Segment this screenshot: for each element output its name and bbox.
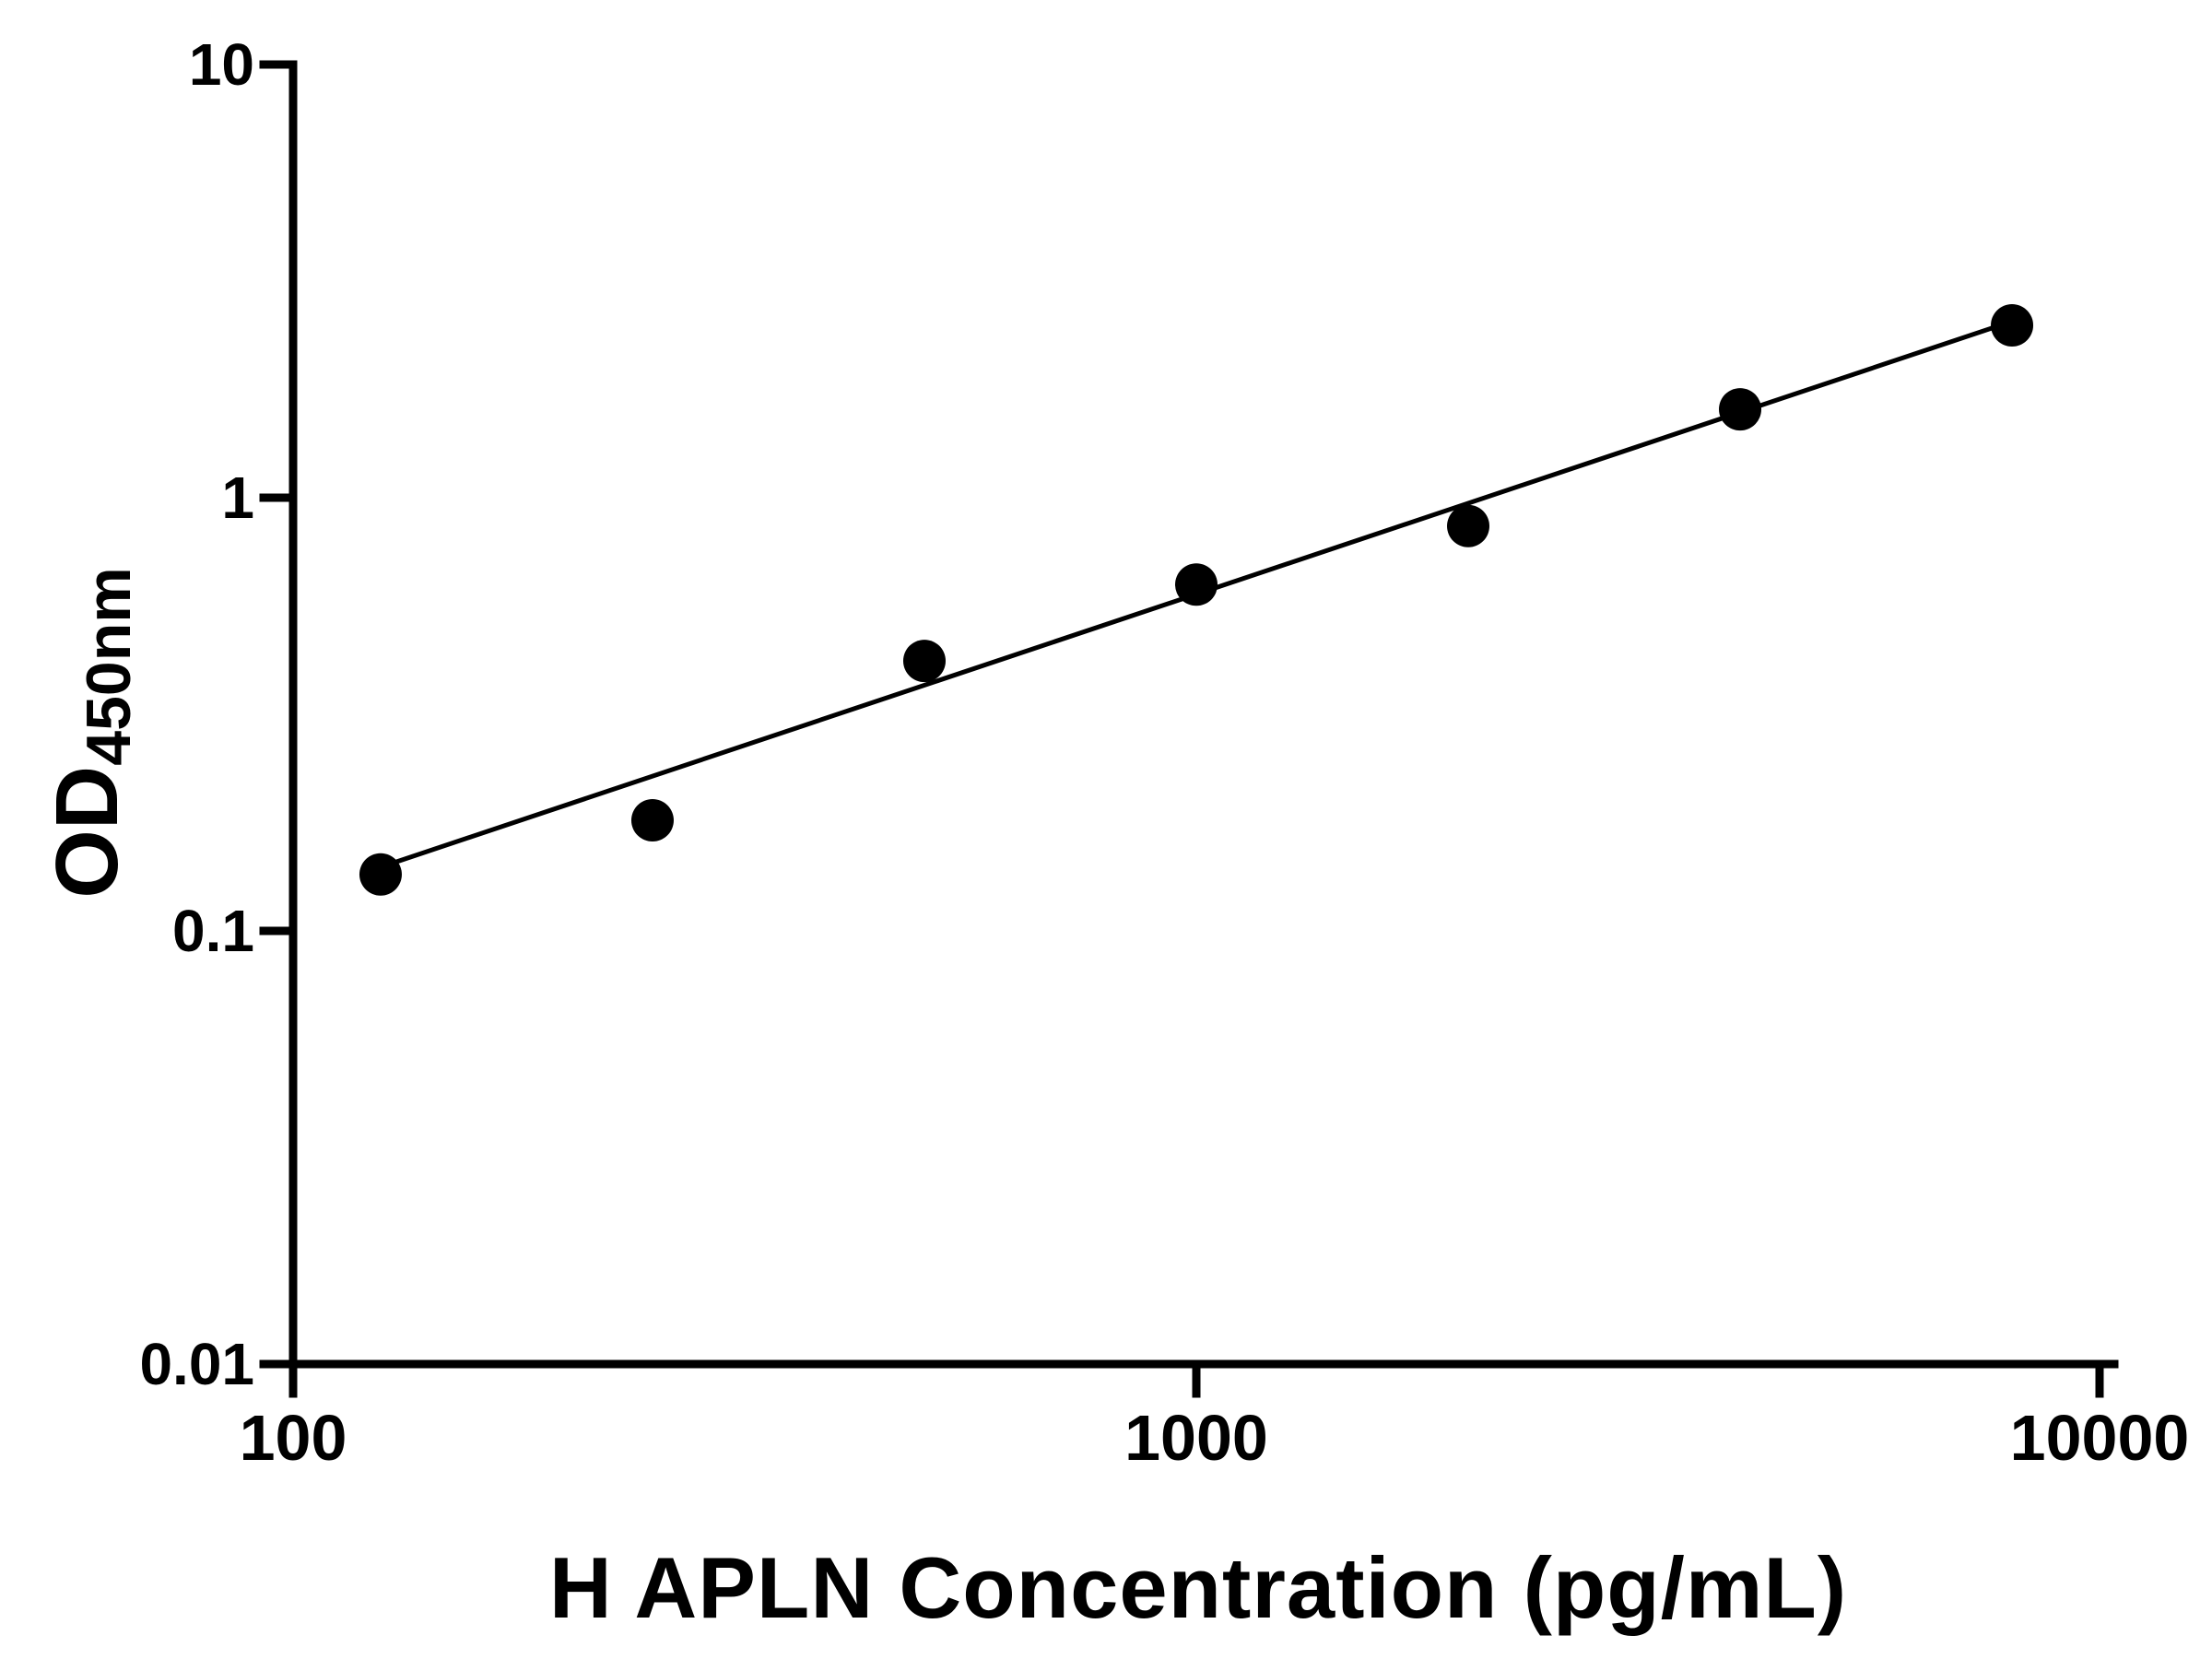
data-point — [1991, 303, 2034, 347]
data-point — [1175, 563, 1218, 606]
data-point — [359, 853, 402, 896]
x-axis-title: H APLN Concentration (pg/mL) — [548, 1539, 1848, 1636]
y-tick-label: 1 — [221, 465, 254, 531]
x-tick-label: 1000 — [1124, 1402, 1268, 1474]
y-axis-title-subscript: 450nm — [74, 567, 144, 766]
y-tick-label: 0.01 — [139, 1331, 254, 1397]
x-tick-label: 100 — [240, 1402, 347, 1474]
y-tick-label: 10 — [189, 31, 254, 98]
data-point — [902, 640, 946, 683]
data-point — [1719, 388, 1762, 431]
data-point — [1447, 504, 1490, 547]
data-point — [630, 799, 674, 842]
y-tick-label: 0.1 — [172, 898, 254, 964]
x-tick-label: 10000 — [2010, 1402, 2190, 1474]
y-axis-title-main: OD — [38, 765, 136, 899]
y-axis-title: OD 450nm — [38, 567, 144, 899]
